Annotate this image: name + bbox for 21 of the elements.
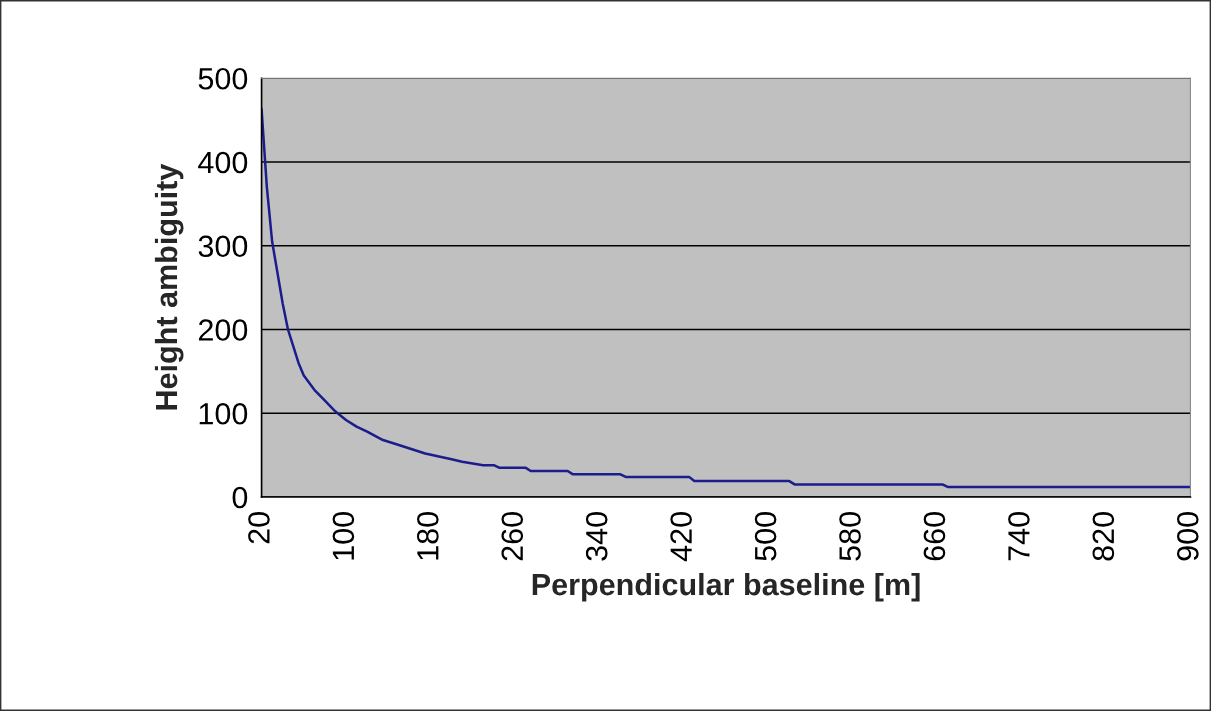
- x-tick-label: 420: [670, 512, 692, 562]
- y-tick-label: 0: [232, 486, 248, 509]
- x-axis-title: Perpendicular baseline [m]: [532, 572, 920, 602]
- x-tick-label: 900: [1176, 512, 1199, 561]
- y-tick-label: 300: [198, 235, 248, 258]
- x-tick-label: 340: [585, 512, 608, 561]
- x-tick-label: 20: [248, 512, 270, 544]
- x-tick-label: 500: [754, 512, 777, 561]
- x-tick-label: 100: [332, 512, 355, 560]
- x-tick-label: 260: [501, 512, 524, 561]
- y-axis-title: Height ambiguity: [154, 163, 184, 410]
- y-tick-label: 500: [198, 67, 248, 90]
- x-tick-label: 660: [923, 512, 946, 561]
- line-series: [261, 107, 1191, 489]
- x-tick-label: 180: [417, 512, 439, 560]
- y-tick-label: 200: [198, 319, 248, 341]
- x-tick-label: 740: [1008, 512, 1030, 561]
- y-tick-label: 100: [199, 402, 248, 425]
- x-tick-label: 820: [1092, 512, 1115, 561]
- y-tick-label: 400: [198, 151, 248, 174]
- x-tick-label: 580: [839, 512, 861, 561]
